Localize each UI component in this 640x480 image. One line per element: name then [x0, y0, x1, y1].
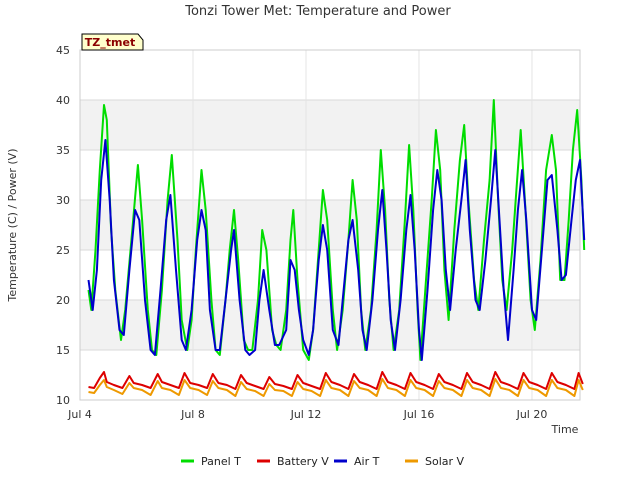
site-tag: TZ_tmet: [81, 33, 144, 51]
x-tick-label: Jul 16: [403, 408, 435, 421]
series-layer: [87, 99, 586, 397]
y-tick-label: 15: [56, 344, 70, 357]
y-tick-label: 40: [56, 94, 70, 107]
plot-band: [80, 350, 580, 400]
y-axis-label: Temperature (C) / Power (V): [6, 148, 19, 302]
legend-item-air-t: Air T: [334, 455, 380, 468]
plot-band: [80, 200, 580, 250]
x-tick-label: Jul 4: [67, 408, 92, 421]
legend: Panel T Battery V Air T Solar V: [181, 455, 465, 468]
chart-title: Tonzi Tower Met: Temperature and Power: [184, 4, 451, 19]
plot-band: [80, 50, 580, 100]
site-tag-label: TZ_tmet: [85, 36, 135, 49]
legend-label: Panel T: [201, 455, 241, 468]
x-tick-label: Jul 20: [516, 408, 548, 421]
x-tick-label: Jul 8: [180, 408, 205, 421]
x-axis: Jul 4 Jul 8 Jul 12 Jul 16 Jul 20: [67, 408, 547, 421]
y-tick-label: 30: [56, 194, 70, 207]
series-line-air-t: [87, 139, 586, 361]
legend-item-panel-t: Panel T: [181, 455, 241, 468]
site-tag-box: [81, 33, 144, 51]
y-tick-label: 10: [56, 394, 70, 407]
plot-border: [79, 49, 581, 401]
plot-band: [80, 150, 580, 200]
legend-label: Solar V: [425, 455, 465, 468]
series-line-battery-v: [88, 371, 584, 390]
plot-band: [80, 100, 580, 150]
legend-label: Air T: [354, 455, 380, 468]
y-tick-label: 20: [56, 294, 70, 307]
y-axis: 10 15 20 25 30 35 40 45: [56, 44, 70, 407]
x-tick-label: Jul 12: [290, 408, 322, 421]
x-axis-label: Time: [551, 423, 579, 436]
legend-item-solar-v: Solar V: [405, 455, 465, 468]
series-line-solar-v: [88, 378, 584, 397]
legend-item-battery-v: Battery V: [257, 455, 329, 468]
plot-background: [80, 50, 580, 400]
legend-label: Battery V: [277, 455, 329, 468]
y-tick-label: 25: [56, 244, 70, 257]
y-tick-label: 45: [56, 44, 70, 57]
y-tick-label: 35: [56, 144, 70, 157]
plot-band: [80, 300, 580, 350]
